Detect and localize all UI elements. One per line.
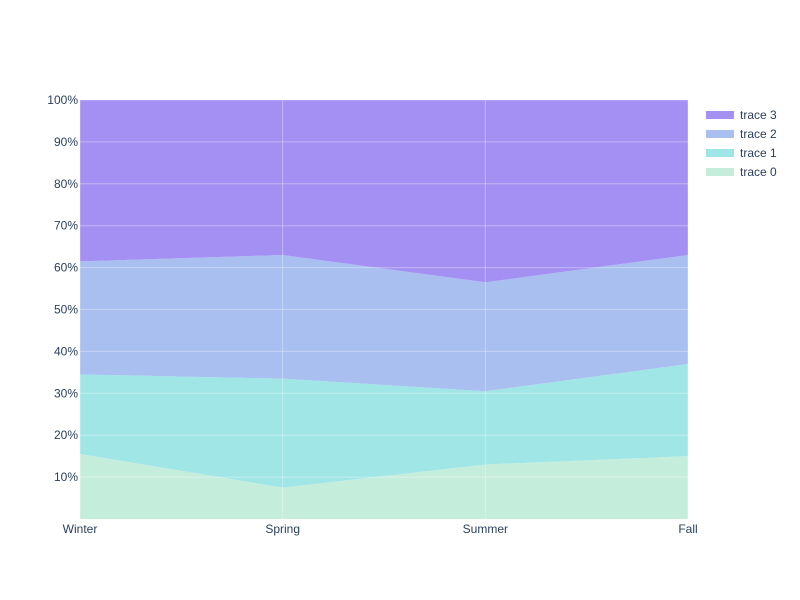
area-trace-1[interactable]	[80, 363, 688, 488]
y-tick-label: 30%	[54, 386, 78, 400]
legend-label: trace 2	[740, 127, 777, 141]
x-tick-label: Fall	[678, 522, 697, 536]
legend-label: trace 3	[740, 108, 777, 122]
x-tick-label: Summer	[463, 522, 508, 536]
legend-item-trace-2[interactable]: trace 2	[706, 127, 777, 141]
y-tick-label: 90%	[54, 135, 78, 149]
legend-item-trace-0[interactable]: trace 0	[706, 165, 777, 179]
y-tick-label: 60%	[54, 261, 78, 275]
area-trace-3[interactable]	[80, 100, 688, 283]
legend-item-trace-3[interactable]: trace 3	[706, 108, 777, 122]
y-tick-label: 10%	[54, 470, 78, 484]
legend-label: trace 0	[740, 165, 777, 179]
area-trace-2[interactable]	[80, 255, 688, 392]
legend-swatch	[706, 149, 734, 157]
area-trace-0[interactable]	[80, 454, 688, 519]
y-axis-ticks: 10% 20% 30% 40% 50% 60% 70% 80% 90% 100%	[47, 93, 78, 484]
legend-swatch	[706, 130, 734, 138]
legend-swatch	[706, 111, 734, 119]
y-tick-label: 100%	[47, 93, 78, 107]
area-layers	[80, 100, 688, 519]
y-tick-label: 70%	[54, 219, 78, 233]
legend-swatch	[706, 168, 734, 176]
y-tick-label: 80%	[54, 177, 78, 191]
gridlines	[79, 99, 689, 519]
legend-label: trace 1	[740, 146, 777, 160]
y-tick-label: 50%	[54, 303, 78, 317]
y-tick-label: 40%	[54, 344, 78, 358]
y-tick-label: 20%	[54, 428, 78, 442]
x-axis-ticks: Winter Spring Summer Fall	[63, 522, 698, 536]
legend-item-trace-1[interactable]: trace 1	[706, 146, 777, 160]
x-tick-label: Spring	[265, 522, 300, 536]
legend[interactable]: trace 3 trace 2 trace 1 trace 0	[706, 108, 777, 179]
x-tick-label: Winter	[63, 522, 98, 536]
